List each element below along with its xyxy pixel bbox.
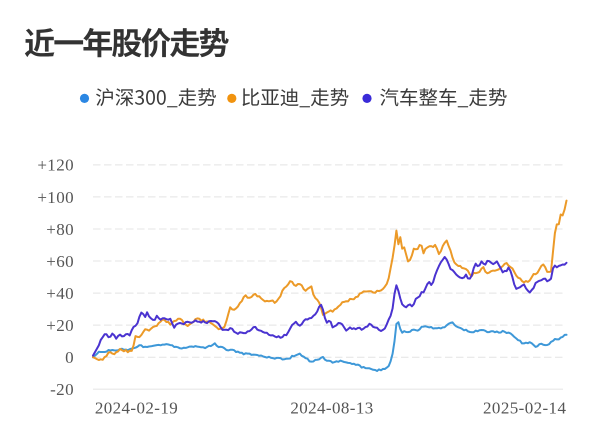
svg-text:+120: +120 (37, 156, 74, 175)
svg-text:2024-08-13: 2024-08-13 (290, 399, 373, 418)
svg-text:+40: +40 (46, 284, 74, 303)
svg-text:0: 0 (65, 348, 74, 367)
svg-text:+60: +60 (46, 252, 74, 271)
svg-text:2024-02-19: 2024-02-19 (95, 399, 178, 418)
svg-text:+100: +100 (37, 188, 74, 207)
svg-text:+20: +20 (46, 316, 74, 335)
svg-text:+80: +80 (46, 220, 74, 239)
svg-text:-20: -20 (50, 380, 74, 399)
svg-text:2025-02-14: 2025-02-14 (483, 399, 566, 418)
